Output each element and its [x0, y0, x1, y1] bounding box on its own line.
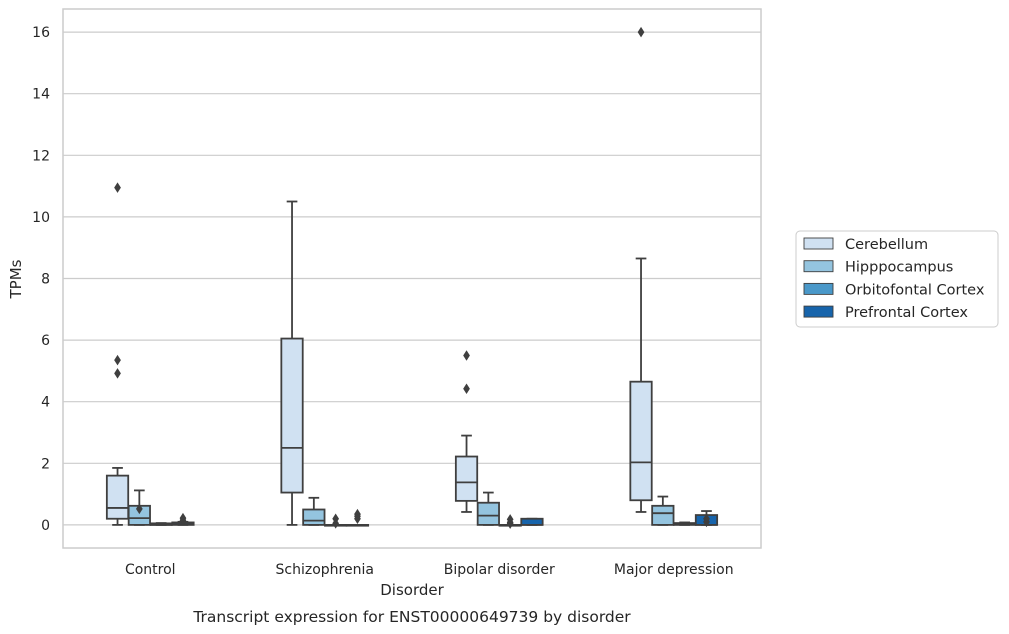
- box-2-0: [149, 522, 173, 526]
- box-1-3: [651, 495, 675, 526]
- legend-swatch: [803, 282, 834, 295]
- legend: Cerebellum Hipppocampus Orbitofontal Corte…: [795, 230, 999, 328]
- y-tick-label: 14: [32, 87, 50, 103]
- outlier-point: [114, 354, 121, 366]
- outlier-point: [506, 518, 514, 529]
- box-body: [520, 517, 544, 526]
- legend-swatch: [803, 237, 834, 250]
- box-body: [476, 501, 500, 526]
- box-1-2: [476, 491, 500, 526]
- y-tick-label: 8: [41, 272, 50, 288]
- legend-label: Cerebellum: [845, 237, 928, 253]
- box-1-0: [127, 489, 151, 526]
- box-0-1: [280, 200, 304, 526]
- y-tick-label: 16: [32, 25, 50, 41]
- chart-caption: Transcript expression for ENST0000064973…: [192, 608, 631, 626]
- grid-lines: [63, 31, 761, 526]
- x-tick-label: Schizophrenia: [276, 562, 374, 578]
- x-tick-label: Major depression: [614, 562, 734, 578]
- box-3-2: [520, 517, 544, 526]
- outlier-point: [179, 515, 187, 526]
- y-axis-title: TPMs: [7, 259, 25, 299]
- box-1-1: [302, 496, 326, 526]
- x-tick-label: Bipolar disorder: [444, 562, 555, 578]
- box-3-0: [171, 512, 195, 526]
- box-3-3: [694, 510, 719, 528]
- outlier-point: [463, 383, 470, 395]
- legend-frame: [795, 230, 999, 328]
- box-series-layer: [105, 26, 719, 529]
- y-tick-label: 12: [32, 148, 50, 164]
- box-0-3: [629, 26, 653, 513]
- legend-items: Cerebellum Hipppocampus Orbitofontal Corte…: [803, 237, 985, 321]
- box-body: [302, 508, 326, 526]
- y-tick-label: 4: [41, 395, 50, 411]
- box-2-3: [673, 521, 697, 526]
- y-tick-label: 0: [41, 518, 50, 534]
- box-body: [454, 455, 479, 502]
- box-body: [629, 380, 653, 502]
- box-0-0: [105, 182, 130, 526]
- y-tick-label: 6: [41, 333, 50, 349]
- outlier-point: [114, 368, 121, 379]
- box-body: [280, 337, 304, 494]
- outlier-point: [114, 182, 121, 193]
- box-3-1: [345, 508, 370, 527]
- outlier-point: [637, 26, 645, 38]
- y-tick-label: 2: [41, 456, 50, 472]
- legend-label: Prefrontal Cortex: [845, 305, 968, 321]
- box-2-1: [324, 513, 348, 529]
- outlier-point: [332, 518, 340, 529]
- box-2-2: [498, 514, 522, 529]
- outlier-point: [703, 516, 710, 528]
- y-tick-label: 10: [32, 210, 50, 226]
- box-body: [105, 474, 130, 520]
- outlier-point: [463, 350, 470, 361]
- outlier-point: [354, 513, 361, 524]
- box-body: [651, 504, 675, 526]
- legend-swatch: [803, 260, 834, 273]
- x-tick-labels: Control Schizophrenia Bipolar disorder Majo…: [125, 562, 734, 578]
- outlier-point: [135, 503, 143, 515]
- y-tick-labels: 0 2 4 6 8 10 12 14 16: [32, 25, 50, 534]
- x-tick-label: Control: [125, 562, 176, 578]
- x-axis-title: Disorder: [380, 581, 444, 599]
- legend-label: Orbitofontal Cortex: [845, 282, 985, 298]
- plot-area-frame: [62, 8, 762, 549]
- legend-swatch: [803, 305, 834, 318]
- box-0-2: [454, 350, 479, 513]
- legend-label: Hipppocampus: [845, 260, 953, 276]
